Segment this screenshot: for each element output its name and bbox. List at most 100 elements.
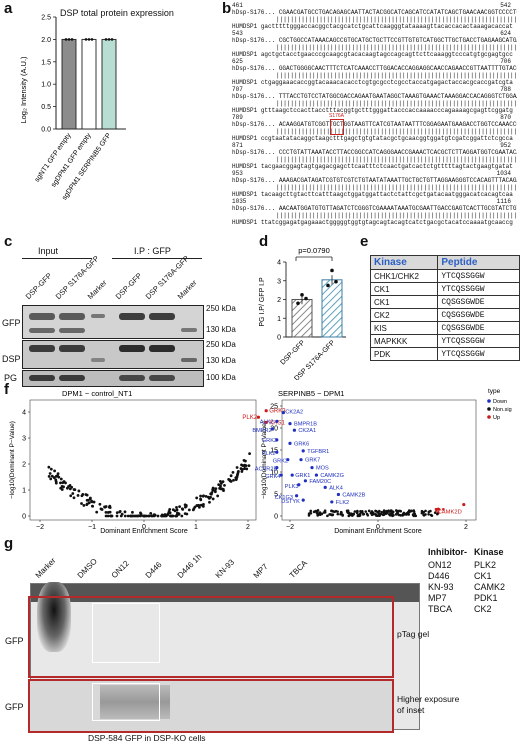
panel-f-right-point: [422, 514, 426, 517]
panel-f-right-point: [407, 509, 411, 512]
panel-f-left-point: [240, 470, 244, 473]
panel-f-left-point-up: [264, 420, 268, 424]
panel-f-right-point: [412, 514, 416, 518]
kinase-peptide-table: Kinase Peptide CHK1/CHK2 YTCQSSGGW CK1 YTCQSS…: [369, 255, 520, 361]
panel-f-right-gene-label: MOS: [316, 466, 329, 472]
panel-f-left-point: [90, 504, 94, 508]
gel-lane-label: D446 1h: [175, 552, 204, 580]
panel-f-right-gene-label: BMPR1B: [294, 422, 317, 428]
panel-f-right-point: [388, 514, 392, 517]
panel-label-e: e: [360, 233, 369, 250]
panel-f-left-point: [180, 514, 184, 518]
panel-f-right-point-down: [288, 441, 292, 445]
peptide-cell: YTCQSSGGW: [437, 334, 520, 348]
subject-label: HUMDSP1: [232, 135, 261, 142]
gel-lane-label: TBCA: [287, 558, 310, 580]
panel-f-right-point-down: [295, 494, 299, 498]
gel-lane-label: Marker: [33, 556, 58, 580]
table-row: CK2 CQSGSGWDE: [369, 308, 520, 322]
panel-f-left-point: [177, 512, 180, 516]
panel-f-left-point: [123, 514, 127, 518]
panel-f-left-point: [229, 474, 233, 478]
panel-f-left-xtick-label: 0: [142, 524, 146, 531]
panel-f-left-point: [133, 514, 137, 518]
panel-f-right-point: [322, 511, 326, 514]
panel-f-left-point: [90, 500, 94, 504]
panel-f-left-point: [223, 483, 226, 487]
peptide-cell: CQSGSGWDE: [437, 308, 520, 322]
panel-f-left-point: [59, 477, 63, 481]
ip-header: I.P : GFP: [134, 246, 171, 256]
panel-f-left-point: [118, 510, 122, 514]
panel-f-left-point: [153, 513, 157, 517]
panel-f-left-ytick-label: 0: [22, 514, 26, 521]
panel-f-left-point: [218, 486, 222, 490]
panel-f-left-point: [47, 465, 51, 469]
panel-f-right-point-down: [314, 473, 318, 477]
alignment-block: 461 542 hDsp-S176... CGAACGATGCCTGACAGAGCA…: [232, 2, 517, 30]
table-header: Peptide: [437, 255, 520, 270]
panel-f-right-point: [336, 510, 339, 513]
panel-f-right-point-down: [275, 450, 279, 454]
panel-f-left-point: [80, 502, 83, 505]
panel-f-right-gene-label: PLK2: [262, 451, 276, 457]
panel-f-right-point: [394, 513, 398, 516]
panel-f-left-point: [150, 514, 154, 518]
query-label: hDsp-S176...: [232, 37, 279, 44]
panel-a-point: [84, 38, 88, 41]
panel-f-left-point: [208, 500, 211, 504]
block-end-pos: 1116: [496, 198, 511, 205]
panel-f-left-point: [68, 487, 72, 491]
peptide-cell: YTCQSSGGW: [437, 282, 520, 296]
panel-f-right-gene-label: FAM20C: [309, 479, 331, 485]
panel-f-right-point-up: [437, 508, 441, 511]
panel-f-left-point: [168, 508, 172, 511]
inhibitor-name: TBCA: [428, 604, 453, 614]
subject-label: HUMDSP1: [232, 23, 261, 30]
panel-f-right-point: [326, 514, 329, 518]
input-header: Input: [38, 246, 59, 256]
panel-f-right-point: [333, 510, 336, 513]
peptide-cell: CQSGSGWDE: [437, 321, 520, 335]
panel-f-right-point: [427, 513, 430, 516]
kda-250-gfp: 250 kDa: [206, 304, 236, 313]
kda-130-gfp: 130 kDa: [206, 325, 236, 334]
subject-label: HUMDSP1: [232, 191, 261, 198]
kinase-cell: CHK1/CHK2: [369, 269, 439, 283]
panel-f-right-ytick-label: 0: [274, 514, 278, 521]
inset-box-white: [92, 603, 160, 663]
panel-f-right-gene-label: DSTYK: [281, 499, 300, 505]
panel-f-right-point: [420, 511, 424, 515]
panel-f-right-point: [436, 512, 439, 516]
panel-f-left-point: [185, 512, 189, 516]
panel-f-left-point: [99, 507, 103, 511]
panel-f-right-point: [356, 513, 360, 517]
panel-d-point: [326, 283, 330, 288]
panel-f-left-point: [82, 504, 86, 507]
panel-f-left-point: [54, 480, 58, 483]
blot-lane-label: DSP-GFP: [113, 271, 144, 301]
panel-f-right-gene-label: CAMK2B: [342, 492, 365, 498]
panel-f-left-point: [85, 503, 89, 506]
panel-f-right-point: [385, 512, 388, 515]
panel-f-right-gene-label: GRK6: [294, 441, 309, 447]
panel-f-right-point: [382, 513, 386, 516]
kinase-cell: CK2: [369, 308, 439, 322]
panel-d-ytick-label: 0: [277, 335, 281, 342]
exposure-label: Higher exposure of inset: [397, 694, 460, 715]
panel-f-left-point: [201, 504, 205, 508]
panel-f-right-point: [406, 511, 410, 514]
panel-f-right-gene-label: CAMK2G: [320, 473, 344, 479]
blot-row-pg-label: PG: [4, 373, 18, 383]
panel-f-left-point: [126, 514, 130, 518]
panel-f-left-point: [231, 470, 235, 474]
panel-d-point: [296, 301, 300, 306]
panel-f-right-gene-label: CK2A2: [285, 410, 303, 416]
gel-lane-label: MP7: [251, 562, 270, 580]
panel-f-right-point: [340, 511, 343, 514]
panel-f-right-point: [375, 510, 379, 513]
panel-a-point: [87, 38, 91, 41]
panel-f-left-ytick-label: 3: [22, 436, 26, 443]
block-end-pos: 542: [500, 2, 511, 9]
panel-d-point: [330, 268, 334, 273]
